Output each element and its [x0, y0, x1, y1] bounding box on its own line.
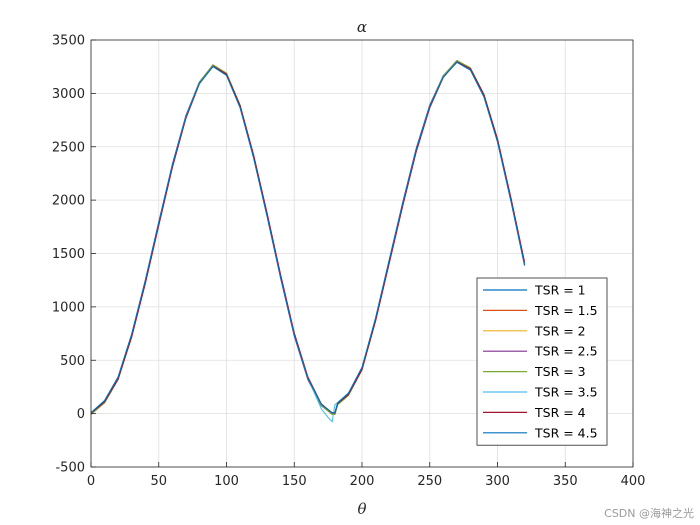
chart-title: α	[357, 18, 367, 36]
legend: TSR = 1 TSR = 1.5 TSR = 2 TSR = 2.5 TSR = 3 T…	[476, 277, 608, 446]
legend-label: TSR = 3	[534, 364, 586, 379]
legend-label: TSR = 1.5	[534, 303, 598, 318]
series-line-8	[90, 61, 526, 414]
x-tick-label: 350	[553, 474, 578, 489]
legend-label: TSR = 4	[534, 405, 586, 420]
y-tick-label: -500	[55, 461, 85, 476]
x-tick-label: 200	[350, 474, 375, 489]
axis-ticks: 0 50 100 150 200 250 300 350 400-500050010001500…	[52, 34, 646, 490]
x-tick-label: 300	[485, 474, 510, 489]
legend-label: TSR = 2.5	[534, 344, 598, 359]
x-tick-label: 0	[87, 474, 95, 489]
y-tick-label: 1000	[52, 300, 85, 315]
x-tick-label: 100	[214, 474, 239, 489]
legend-box	[476, 277, 608, 446]
legend-label: TSR = 2	[534, 323, 586, 338]
y-tick-label: 3000	[52, 87, 85, 102]
x-tick-label: 400	[621, 474, 646, 489]
legend-label: TSR = 1	[534, 283, 586, 298]
legend-label: TSR = 3.5	[534, 385, 598, 400]
watermark-text: CSDN @海神之光	[604, 507, 694, 520]
x-tick-label: 50	[150, 474, 167, 489]
y-tick-label: 1500	[52, 247, 85, 262]
y-tick-label: 0	[77, 407, 85, 422]
y-tick-label: 2500	[52, 140, 85, 155]
y-tick-label: 500	[60, 354, 85, 369]
series-lines	[90, 59, 526, 423]
y-tick-label: 3500	[52, 34, 85, 49]
x-tick-label: 250	[417, 474, 442, 489]
legend-label: TSR = 4.5	[534, 425, 598, 440]
y-tick-label: 2000	[52, 194, 85, 209]
x-tick-label: 150	[282, 474, 307, 489]
x-axis-label: θ	[357, 500, 366, 518]
